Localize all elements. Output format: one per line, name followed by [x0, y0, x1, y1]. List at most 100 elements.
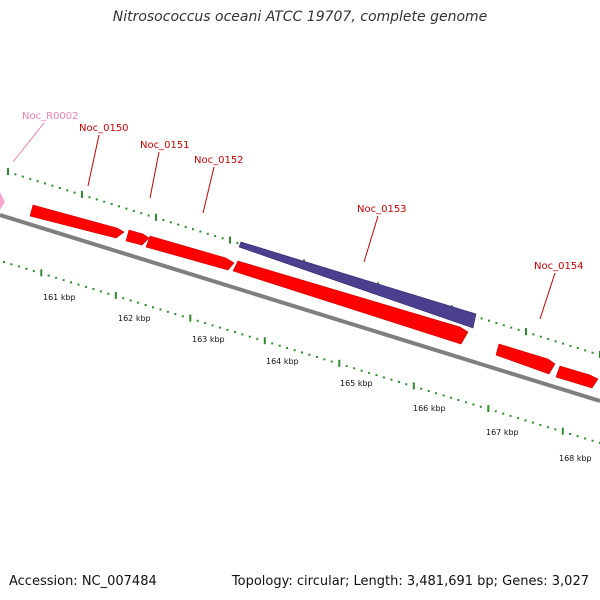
gene-label-noc-r0002[interactable]: Noc_R0002	[12, 111, 79, 163]
minor-tick	[315, 356, 318, 358]
gene-feature[interactable]	[125, 229, 150, 246]
minor-tick	[10, 263, 13, 266]
major-tick	[487, 405, 490, 413]
minor-tick	[271, 342, 274, 345]
gene-label-text: Noc_0152	[194, 155, 244, 166]
minor-tick	[532, 333, 535, 336]
kbp-label: 165 kbp	[340, 379, 373, 388]
minor-tick	[248, 335, 251, 338]
minor-tick	[420, 387, 423, 390]
minor-tick	[70, 281, 72, 284]
minor-tick	[397, 380, 400, 383]
minor-tick	[199, 230, 202, 233]
kbp-label: 167 kbp	[486, 428, 519, 437]
minor-tick	[539, 335, 542, 338]
minor-tick	[159, 308, 162, 311]
minor-tick	[44, 182, 46, 185]
major-tick	[412, 382, 415, 390]
minor-tick	[435, 392, 438, 395]
leader-line	[202, 166, 215, 214]
minor-tick	[405, 383, 408, 386]
kbp-label: 166 kbp	[413, 404, 446, 413]
minor-tick	[345, 365, 348, 368]
major-tick	[81, 190, 83, 198]
gene-label-noc-0151[interactable]: Noc_0151	[140, 140, 190, 199]
major-tick	[229, 236, 231, 244]
minor-tick	[382, 376, 385, 379]
minor-tick	[502, 324, 505, 327]
minor-tick	[132, 209, 135, 212]
major-tick	[561, 427, 564, 435]
minor-tick	[192, 228, 194, 231]
gene-label-noc-0152[interactable]: Noc_0152	[194, 155, 244, 214]
minor-tick	[62, 279, 65, 282]
minor-tick	[85, 285, 87, 288]
minor-tick	[144, 304, 147, 306]
minor-tick	[58, 187, 61, 189]
gene-label-noc-0150[interactable]: Noc_0150	[79, 123, 129, 187]
minor-tick	[77, 283, 80, 286]
minor-tick	[323, 358, 326, 361]
gene-feature[interactable]	[238, 241, 477, 329]
page-title: Nitrosococcus oceani ATCC 19707, complet…	[112, 9, 488, 25]
gene-feature[interactable]	[555, 365, 599, 389]
minor-tick	[122, 297, 125, 300]
gene-feature[interactable]	[495, 343, 556, 375]
minor-tick	[73, 191, 76, 194]
minor-tick	[129, 299, 132, 302]
minor-tick	[206, 232, 209, 235]
minor-tick	[464, 401, 467, 404]
gene-label-text: Noc_0153	[357, 204, 407, 215]
minor-tick	[214, 235, 217, 238]
minor-tick	[196, 319, 199, 322]
kbp-label: 168 kbp	[559, 454, 592, 463]
major-tick	[338, 359, 341, 367]
kbp-label: 164 kbp	[266, 357, 299, 366]
minor-tick	[524, 419, 527, 422]
gene-feature[interactable]	[145, 235, 235, 271]
minor-tick	[125, 207, 128, 210]
major-tick	[7, 168, 9, 175]
minor-tick	[137, 301, 140, 304]
minor-tick	[14, 173, 17, 176]
minor-tick	[3, 261, 5, 263]
minor-tick	[221, 237, 224, 240]
minor-tick	[32, 270, 35, 273]
minor-tick	[569, 344, 572, 347]
minor-tick	[546, 426, 549, 429]
rna-feature[interactable]	[0, 192, 5, 210]
minor-tick	[99, 290, 102, 293]
major-tick	[114, 291, 117, 299]
minor-tick	[576, 435, 579, 438]
minor-tick	[472, 403, 475, 406]
minor-tick	[66, 189, 69, 192]
minor-tick	[502, 412, 505, 415]
minor-tick	[301, 351, 303, 354]
minor-tick	[479, 405, 482, 408]
minor-tick	[517, 417, 520, 420]
minor-tick	[103, 200, 106, 203]
gene-feature[interactable]	[232, 260, 469, 345]
minor-tick	[184, 225, 187, 228]
minor-tick	[147, 214, 150, 217]
gene-label-noc-0154[interactable]: Noc_0154	[534, 261, 584, 320]
minor-tick	[480, 317, 483, 320]
genome-backbone	[0, 213, 600, 403]
minor-tick	[256, 337, 259, 340]
accession-text: Accession: NC_007484	[9, 574, 157, 589]
gene-label-noc-0153[interactable]: Noc_0153	[357, 204, 407, 263]
leader-line	[149, 151, 160, 199]
minor-tick	[25, 267, 28, 270]
gene-feature[interactable]	[29, 204, 125, 239]
minor-tick	[17, 265, 20, 268]
minor-tick	[584, 437, 587, 440]
minor-tick	[510, 326, 513, 329]
minor-tick	[166, 310, 169, 313]
gene-label-text: Noc_R0002	[22, 111, 79, 122]
minor-tick	[427, 390, 430, 392]
minor-tick	[118, 205, 120, 208]
minor-tick	[55, 276, 58, 279]
minor-tick	[234, 331, 236, 334]
minor-tick	[368, 371, 371, 374]
